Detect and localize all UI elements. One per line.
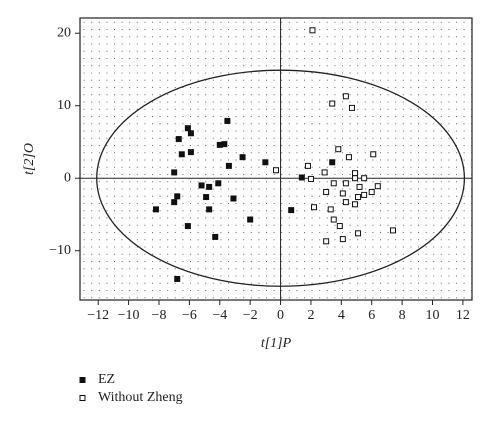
point [342, 93, 349, 100]
point [329, 159, 336, 166]
point [342, 180, 349, 187]
point [330, 180, 337, 187]
point [348, 104, 355, 111]
point [187, 130, 194, 137]
point [374, 183, 381, 190]
point [352, 170, 359, 177]
point [224, 117, 231, 124]
confidence-ellipse [96, 69, 466, 287]
x-tick-label: −10 [118, 308, 140, 323]
y-tick-label: −10 [49, 243, 71, 258]
x-tick-label: 6 [368, 308, 375, 323]
point [206, 206, 213, 213]
point [215, 180, 222, 187]
grid [80, 18, 472, 300]
point [175, 136, 182, 143]
point [206, 183, 213, 190]
point [352, 201, 359, 208]
point [370, 151, 377, 158]
x-tick-label: 8 [399, 308, 406, 323]
point [361, 191, 368, 198]
point [321, 169, 328, 176]
y-tick-label: 0 [64, 170, 71, 185]
point [273, 167, 279, 174]
point [247, 216, 254, 223]
point [356, 183, 363, 190]
point [368, 188, 375, 195]
x-tick-label: 10 [425, 308, 439, 323]
y-tick-label: 10 [57, 98, 71, 113]
point [345, 154, 352, 161]
point [203, 194, 210, 201]
x-tick-label: −2 [243, 308, 258, 323]
point [171, 169, 178, 176]
point [171, 199, 178, 206]
point [298, 174, 305, 181]
point [339, 236, 346, 243]
legend-label: EZ [98, 372, 115, 387]
point [304, 162, 311, 169]
point [389, 227, 396, 234]
point [174, 275, 181, 282]
point [352, 175, 359, 182]
point [330, 216, 337, 223]
point [327, 206, 334, 213]
point [307, 175, 314, 182]
y-tick-label: 20 [57, 25, 71, 40]
x-tick-label: 12 [456, 308, 470, 323]
x-tick-label: −6 [182, 308, 197, 323]
x-tick-label: 4 [338, 308, 345, 323]
x-tick-label: 0 [277, 308, 284, 323]
x-tick-label: −4 [212, 308, 227, 323]
y-axis-label: t[2]O [22, 143, 37, 175]
x-axis-label: t[1]P [261, 336, 292, 351]
point [225, 162, 232, 169]
point [355, 230, 362, 237]
point [184, 125, 191, 132]
point [178, 151, 185, 158]
point [152, 206, 159, 213]
x-tick-label: −8 [152, 308, 167, 323]
point [184, 223, 191, 230]
x-tick-label: −12 [87, 308, 109, 323]
point [342, 199, 349, 206]
point [212, 233, 219, 240]
legend-label: Without Zheng [98, 390, 183, 405]
point [339, 190, 346, 197]
point [323, 238, 330, 245]
point [361, 175, 368, 182]
legend-marker [79, 395, 86, 401]
point [187, 149, 194, 156]
point [335, 146, 342, 153]
point [198, 182, 205, 189]
legend-marker [79, 377, 86, 383]
point [310, 204, 317, 211]
point [336, 223, 343, 230]
point [239, 154, 246, 161]
point [355, 194, 362, 201]
point [309, 27, 316, 34]
x-tick-label: 2 [307, 308, 314, 323]
point [230, 195, 237, 202]
point [329, 100, 336, 107]
point [262, 159, 269, 166]
point [174, 193, 181, 200]
point [323, 188, 330, 195]
point [288, 207, 295, 214]
point [216, 141, 223, 148]
plot-frame [79, 17, 473, 301]
